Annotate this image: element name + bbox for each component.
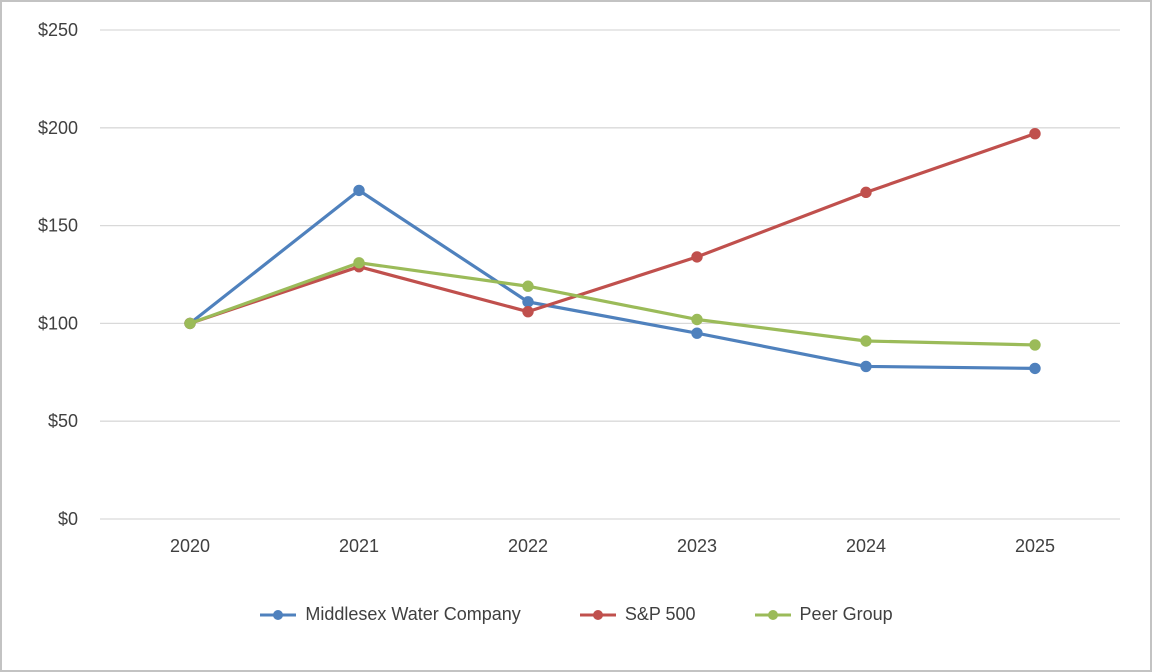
legend-line-dot-icon [754,609,791,620]
series-marker-middlesex-water-company [860,360,872,373]
series-marker-peer-group [860,335,872,347]
y-axis-tick-label: $50 [48,411,78,431]
series-marker-middlesex-water-company [1029,362,1041,375]
series-marker-middlesex-water-company [353,184,365,197]
legend-label: S&P 500 [624,604,696,624]
y-axis-tick-label: $100 [38,313,78,333]
x-axis-tick-label: 2020 [170,536,210,556]
x-axis-tick-label: 2023 [677,536,717,556]
chart-legend: Middlesex Water Company S&P 500 Peer Gro… [2,604,1150,625]
legend-item-sp-500: S&P 500 [579,604,696,625]
series-marker-peer-group [184,317,196,330]
legend-line-dot-icon [260,609,297,620]
x-axis-tick-label: 2021 [339,536,379,556]
series-marker-middlesex-water-company [691,327,703,339]
x-axis-tick-label: 2022 [508,536,548,556]
legend-line-dot-icon [579,609,616,620]
legend-label: Peer Group [799,604,893,624]
series-marker-middlesex-water-company [522,296,534,308]
series-marker-peer-group [353,257,365,269]
series-line-peer-group [188,261,1037,347]
y-axis-tick-label: $150 [38,216,78,236]
x-axis-tick-label: 2024 [846,536,886,556]
y-axis-tick-label: $200 [38,118,78,138]
series-marker-s-p-500 [860,186,872,199]
series-marker-peer-group [1029,339,1041,351]
performance-line-chart: $0 $50 $100 $150 $200 $250 2020 2021 2022 2023 202… [38,20,1120,556]
legend-item-middlesex-water-company: Middlesex Water Company [259,604,521,625]
legend-label: Middlesex Water Company [305,604,521,624]
series-line-middlesex-water-company [188,188,1037,370]
y-axis-tick-label: $250 [38,20,78,40]
series-marker-s-p-500 [522,305,534,318]
x-axis-tick-label: 2025 [1015,536,1055,556]
legend-item-peer-group: Peer Group [754,604,893,625]
series-marker-s-p-500 [1029,127,1041,140]
series-marker-peer-group [691,313,703,326]
series-marker-s-p-500 [691,251,703,263]
series-line-s-p-500 [188,132,1037,325]
y-axis-tick-label: $0 [58,509,78,529]
series-marker-peer-group [522,280,534,292]
